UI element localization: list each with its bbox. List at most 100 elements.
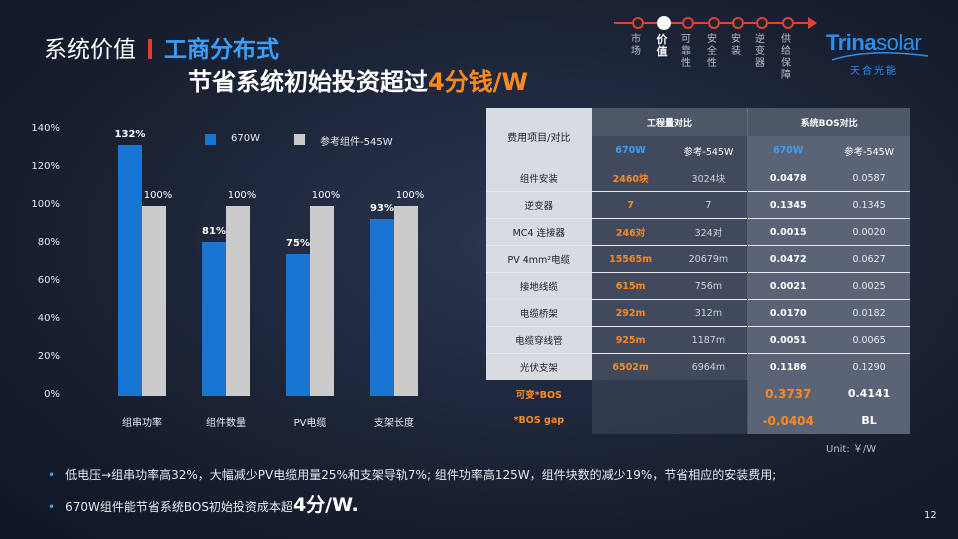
bar-670w <box>370 219 394 396</box>
table-summary-row: 可变*BOS 0.3737 0.4141 <box>486 380 910 407</box>
row-eng-670: 6502m <box>591 353 670 380</box>
subtitle-prefix: 节省系统初始投资超过 <box>188 68 428 96</box>
timeline-item-label[interactable]: 安装 <box>731 34 741 57</box>
row-bos-670: 0.0472 <box>747 245 829 273</box>
row-bos-ref: 0.0020 <box>828 218 910 246</box>
timeline-item-label[interactable]: 市场 <box>631 34 641 57</box>
y-tick-label: 0% <box>44 389 60 400</box>
row-eng-ref: 312m <box>669 299 748 327</box>
y-tick-label: 80% <box>37 237 60 248</box>
table-summary-row: *BOS gap -0.0404 BL <box>486 407 910 434</box>
table-row: 光伏支架 6502m 6964m 0.1186 0.1290 <box>486 353 910 380</box>
topic-title: 工商分布式 <box>164 37 279 63</box>
timeline-item-label[interactable]: 安全性 <box>707 34 717 69</box>
timeline-item-label[interactable]: 供给保障 <box>781 34 791 81</box>
category-label: 组件数量 <box>206 418 246 429</box>
timeline-item-label[interactable]: 可靠性 <box>681 34 691 69</box>
table-row: MC4 连接器 246对 324对 0.0015 0.0020 <box>486 218 910 246</box>
row-bos-670: 0.0051 <box>747 326 829 354</box>
bar-ref <box>226 206 250 396</box>
row-bos-ref: 0.0182 <box>828 299 910 327</box>
subheader-bos-ref: 参考-545W <box>828 136 910 165</box>
title-separator <box>148 39 152 59</box>
row-item: 光伏支架 <box>486 353 592 380</box>
logo-name-bold: Trina <box>826 30 877 55</box>
row-bos-ref: 0.1345 <box>828 191 910 219</box>
bar-value-label: 100% <box>311 190 341 201</box>
row-bos-ref: 0.0065 <box>828 326 910 354</box>
bar-chart: 0% 20% 40% 60% 80% 100% 120% 140% 670W 参考组件-545W 1… <box>31 120 470 440</box>
bullet-dot-icon: • <box>48 500 56 514</box>
y-tick-label: 60% <box>37 275 60 286</box>
bullet-2: • 670W组件能节省系统BOS初始投资成本超4分/W. <box>48 490 359 517</box>
row-bos-ref: 0.1290 <box>828 353 910 380</box>
timeline-item-label[interactable]: 价值 <box>656 33 668 58</box>
row-eng-670: 615m <box>591 272 670 300</box>
summary-empty-cell <box>591 407 670 434</box>
table-row: 组件安装 2460块 3024块 0.0478 0.0587 <box>486 165 910 192</box>
timeline-dot <box>657 16 671 30</box>
summary-item: 可变*BOS <box>515 389 562 401</box>
y-tick-label: 20% <box>37 351 60 362</box>
page-title: 系统价值 工商分布式 <box>44 30 279 64</box>
row-eng-670: 7 <box>591 191 670 219</box>
company-logo: Trinasolar 天合光能 <box>826 30 936 77</box>
row-eng-670: 925m <box>591 326 670 354</box>
legend-swatch <box>205 134 216 145</box>
row-item: 接地线缆 <box>486 272 592 300</box>
section-title: 系统价值 <box>44 37 136 63</box>
table-row: 接地线缆 615m 756m 0.0021 0.0025 <box>486 272 910 300</box>
table-row: 电缆桥架 292m 312m 0.0170 0.0182 <box>486 299 910 327</box>
page-number: 12 <box>924 510 937 521</box>
bar-670w <box>118 145 142 396</box>
y-tick-label: 140% <box>31 123 60 134</box>
y-tick-label: 100% <box>31 199 60 210</box>
bullet-2-text: 670W组件能节省系统BOS初始投资成本超 <box>65 500 293 514</box>
row-item: MC4 连接器 <box>486 218 592 246</box>
timeline-dot <box>756 17 768 29</box>
bar-value-label: 75% <box>286 237 310 249</box>
summary-bos-670: 0.3737 <box>747 380 829 407</box>
subheader-bos-670: 670W <box>747 136 829 165</box>
header-group-bos: 系统BOS对比 <box>747 108 910 136</box>
y-tick-label: 40% <box>37 313 60 324</box>
header-group-engineering: 工程量对比 <box>591 108 748 136</box>
timeline-dot <box>708 17 720 29</box>
summary-item: *BOS gap <box>513 415 565 426</box>
row-eng-ref: 324对 <box>669 218 748 246</box>
subtitle-highlight: 4分钱/W <box>428 68 528 96</box>
bullet-dot-icon: • <box>48 468 56 482</box>
bar-670w <box>202 242 226 396</box>
row-bos-ref: 0.0587 <box>828 165 910 192</box>
row-eng-670: 2460块 <box>591 165 670 192</box>
subheader-eng-ref: 参考-545W <box>669 136 748 165</box>
row-bos-ref: 0.0025 <box>828 272 910 300</box>
category-label: 组串功率 <box>122 418 162 429</box>
bar-value-label: 132% <box>114 129 146 141</box>
row-bos-670: 0.0015 <box>747 218 829 246</box>
timeline-item-label[interactable]: 逆变器 <box>755 34 765 69</box>
table-row: 逆变器 7 7 0.1345 0.1345 <box>486 191 910 219</box>
row-eng-ref: 3024块 <box>669 165 748 192</box>
bar-value-label: 100% <box>395 190 425 201</box>
row-eng-ref: 1187m <box>669 326 748 354</box>
header-item: 费用项目/对比 <box>486 108 592 165</box>
summary-bos-ref: 0.4141 <box>828 380 910 407</box>
page-subtitle: 节省系统初始投资超过4分钱/W <box>188 62 528 97</box>
timeline-dot <box>632 17 644 29</box>
bullet-1: • 低电压→组串功率高32%，大幅减少PV电缆用量25%和支架导轨7%; 组件功率… <box>48 466 776 483</box>
row-item: 电缆桥架 <box>486 299 592 327</box>
row-eng-ref: 7 <box>669 191 748 219</box>
legend-label: 670W <box>231 133 260 144</box>
summary-empty-cell <box>669 380 748 407</box>
subheader-eng-670: 670W <box>591 136 670 165</box>
logo-cn-name: 天合光能 <box>850 66 898 77</box>
row-bos-670: 0.1345 <box>747 191 829 219</box>
summary-bos-ref: BL <box>828 407 910 434</box>
bar-value-label: 81% <box>202 226 226 238</box>
row-bos-ref: 0.0627 <box>828 245 910 273</box>
row-bos-670: 0.0021 <box>747 272 829 300</box>
category-label: 支架长度 <box>374 418 414 429</box>
bar-value-label: 93% <box>370 203 394 215</box>
row-item: PV 4mm²电缆 <box>486 245 592 273</box>
